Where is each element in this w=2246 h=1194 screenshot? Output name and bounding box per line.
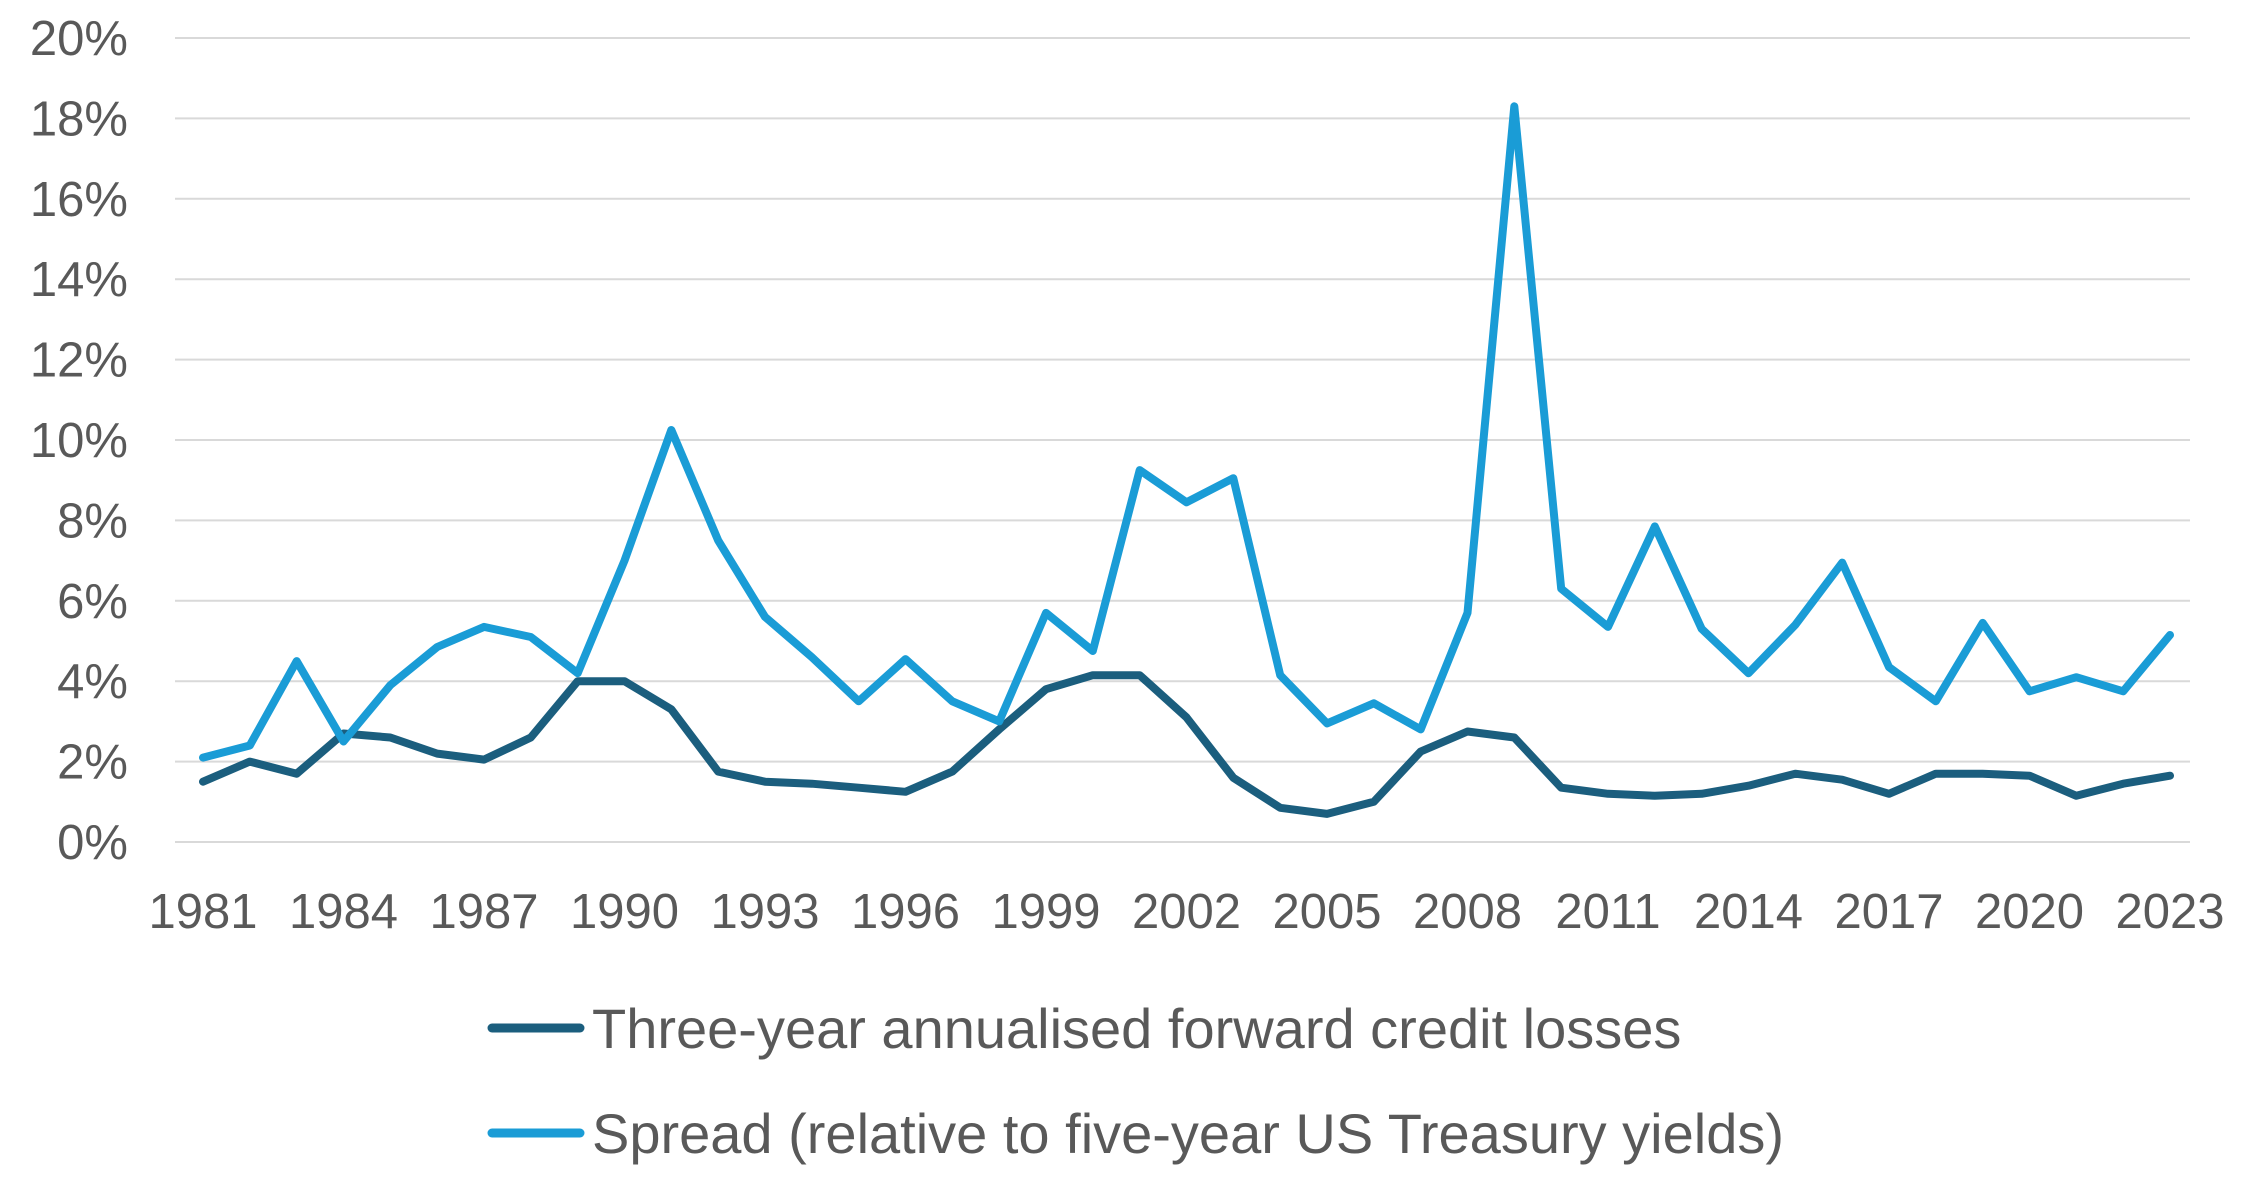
y-tick-label: 14% — [30, 253, 128, 307]
x-tick-label: 2023 — [2115, 885, 2224, 939]
y-tick-label: 12% — [30, 334, 128, 388]
series-line-1 — [199, 671, 2174, 818]
y-tick-label: 10% — [30, 414, 128, 468]
y-axis-ticks: 0% 2% 4% 6% 8% 10% 12% 14% 16% 18% 20% — [30, 12, 128, 870]
series-line-2 — [199, 102, 2174, 762]
x-tick-label: 2017 — [1834, 885, 1943, 939]
x-tick-label: 2005 — [1272, 885, 1381, 939]
x-tick-label: 2014 — [1694, 885, 1803, 939]
y-tick-label: 0% — [57, 816, 128, 870]
y-tick-label: 8% — [57, 494, 128, 548]
x-tick-label: 1984 — [289, 885, 398, 939]
y-tick-label: 20% — [30, 12, 128, 66]
x-tick-label: 2002 — [1132, 885, 1241, 939]
x-tick-label: 1993 — [710, 885, 819, 939]
y-tick-label: 2% — [57, 736, 128, 790]
x-tick-label: 1987 — [429, 885, 538, 939]
legend-label-2: Spread (relative to five-year US Treasur… — [592, 1102, 1784, 1165]
legend: Three-year annualised forward credit los… — [487, 997, 1784, 1165]
x-tick-label: 1999 — [991, 885, 1100, 939]
x-tick-label: 2008 — [1413, 885, 1522, 939]
y-tick-label: 16% — [30, 173, 128, 227]
x-tick-label: 2011 — [1555, 885, 1660, 939]
y-tick-label: 6% — [57, 575, 128, 629]
x-tick-label: 2020 — [1975, 885, 2084, 939]
y-tick-label: 4% — [57, 655, 128, 709]
y-tick-label: 18% — [30, 92, 128, 146]
series-lines — [199, 102, 2174, 818]
x-tick-label: 1981 — [148, 885, 257, 939]
x-tick-label: 1996 — [851, 885, 960, 939]
legend-label-1: Three-year annualised forward credit los… — [592, 997, 1681, 1060]
x-axis-ticks: 1981 1984 1987 1990 1993 1996 1999 2002 2005 2008… — [148, 885, 2224, 939]
x-tick-label: 1990 — [570, 885, 679, 939]
gridlines — [175, 37, 2190, 843]
